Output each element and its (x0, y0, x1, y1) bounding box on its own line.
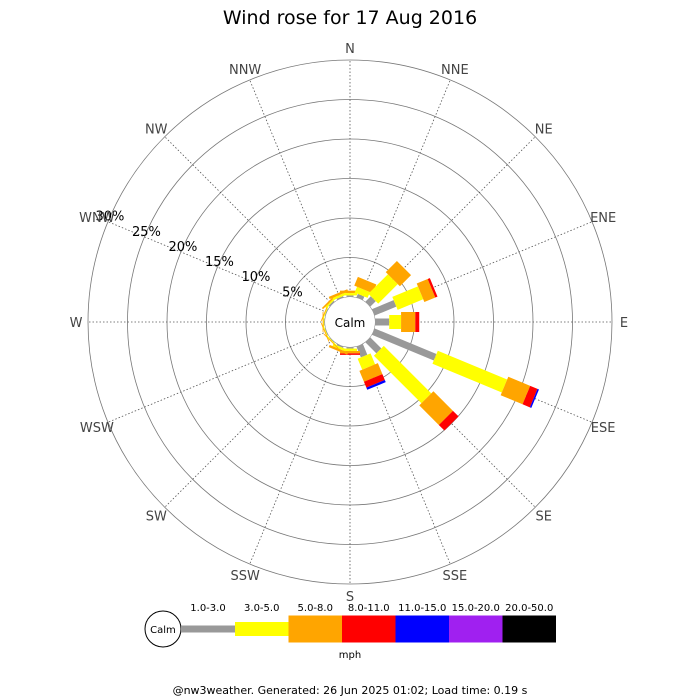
direction-label: NE (535, 122, 553, 137)
direction-label: NNE (441, 63, 469, 78)
wind-bar-segment (336, 343, 344, 348)
wind-bar-segment (356, 293, 365, 301)
wind-bar-segment (427, 278, 438, 298)
radial-tick-label: 25% (132, 225, 161, 240)
wind-bar-segment (385, 260, 412, 287)
legend-swatch (235, 622, 289, 636)
chart-title: Wind rose for 17 Aug 2016 (223, 7, 477, 29)
calm-center: Calm (325, 297, 375, 347)
wind-bar-segment (354, 276, 377, 294)
legend-bin-label: 1.0-3.0 (190, 603, 225, 614)
legend-swatch (395, 615, 449, 643)
legend-units: mph (339, 650, 361, 661)
grid-spoke (249, 79, 341, 300)
direction-label: W (70, 316, 83, 331)
legend-bin-label: 15.0-20.0 (452, 603, 500, 614)
wind-bar-segment (363, 374, 385, 388)
wind-bar-segment (359, 363, 383, 382)
radial-tick-label: 15% (205, 255, 234, 270)
wind-bar-segment (365, 296, 376, 307)
grid-spoke (107, 331, 328, 423)
wind-bar-segment (357, 353, 376, 370)
wind-bar-segment (366, 379, 386, 390)
direction-label: N (345, 42, 355, 57)
radial-tick-label: 30% (95, 210, 124, 225)
wind-bars (320, 260, 539, 431)
legend-bin-label: 11.0-15.0 (398, 603, 446, 614)
legend-bin-label: 3.0-5.0 (244, 603, 279, 614)
grid-spoke (164, 136, 333, 305)
wind-bar-segment (500, 376, 531, 405)
legend-swatch (449, 615, 503, 643)
direction-label: ENE (590, 211, 616, 226)
radial-tick-label: 20% (168, 240, 197, 255)
direction-label: ESE (591, 421, 616, 436)
wind-bar-segment (332, 292, 347, 301)
wind-bar-segment (368, 274, 398, 304)
legend-swatch (288, 615, 342, 643)
legend-swatch (342, 615, 396, 643)
legend: Calm mph 1.0-3.0 3.0-5.0 5.0-8.0 8.0-11.0 11… (144, 603, 556, 661)
wind-bar-segment (328, 289, 349, 300)
direction-label: E (620, 316, 628, 331)
wind-bar-segment (321, 293, 338, 310)
wind-bar-segment (356, 343, 368, 358)
grid-ring (87, 59, 613, 585)
wind-bar-segment (392, 286, 424, 310)
wind-bar-segment (522, 385, 538, 408)
wind-bar-segment (529, 388, 539, 408)
legend-calm-label: Calm (150, 625, 176, 636)
direction-label: S (346, 590, 354, 605)
grid-spoke (249, 344, 341, 565)
wind-bar-segment (336, 296, 344, 301)
wind-bar-segment (371, 300, 397, 316)
wind-bar-segment (328, 300, 335, 307)
direction-label: SSW (230, 569, 260, 584)
wind-bar-segment (332, 343, 347, 352)
grid-spoke (359, 79, 451, 300)
direction-label: NNW (229, 63, 261, 78)
wind-bar-segment (354, 286, 370, 298)
wind-bar-segment (438, 410, 459, 431)
grid-spoke (107, 221, 328, 313)
wind-bar-segment (328, 344, 349, 355)
direction-label: WSW (80, 421, 114, 436)
calm-label: Calm (335, 316, 366, 330)
radial-tick-label: 10% (241, 270, 270, 285)
radial-tick-labels: 5% 10% 15% 20% 25% 30% (95, 210, 302, 301)
grid-ring (206, 178, 494, 466)
legend-bin-label: 5.0-8.0 (298, 603, 333, 614)
direction-label: NW (145, 122, 168, 137)
grid-ring (245, 217, 455, 427)
legend-swatch (502, 615, 556, 643)
legend-bin-label: 8.0-11.0 (348, 603, 390, 614)
legend-bin-label: 20.0-50.0 (505, 603, 553, 614)
direction-label: SSE (442, 569, 467, 584)
wind-bar-segment (326, 335, 337, 346)
radial-tick-label: 5% (282, 285, 303, 300)
calm-circle (325, 297, 375, 347)
wind-bar-segment (325, 297, 337, 309)
grid-spoke (164, 339, 333, 508)
wind-bar-segment (365, 337, 382, 354)
wind-bar-segment (419, 391, 453, 425)
direction-label: SW (146, 510, 167, 525)
wind-bar-segment (323, 333, 339, 349)
wind-bar-segment (432, 350, 508, 393)
direction-labels: N NNE NE ENE E ESE SE SSE S SSW SW WSW W WNW NW NNW (70, 42, 629, 605)
wind-bar-segment (329, 337, 335, 343)
direction-label: SE (536, 510, 552, 525)
wind-bar-segment (371, 328, 437, 361)
wind-bar-segment (416, 279, 436, 303)
footer-text: @nw3weather. Generated: 26 Jun 2025 01:0… (173, 684, 528, 697)
wind-bar-segment (373, 345, 432, 404)
direction-label: WNW (79, 211, 115, 226)
